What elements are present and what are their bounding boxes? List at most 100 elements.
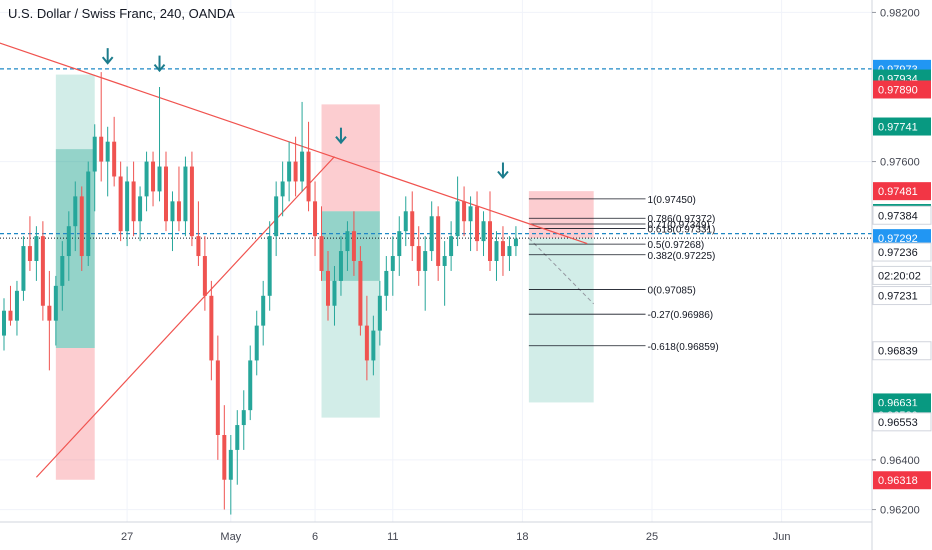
candle-body [228,449,233,480]
candle-body [351,231,356,261]
candle [21,236,26,301]
x-tick-label: 6 [312,531,318,543]
price-tag-label: 0.97741 [878,122,918,134]
candle [228,435,233,515]
candle [494,231,499,281]
fib-label: 0.71(0.97349) [648,220,710,231]
candle [500,226,505,276]
fib-label: 0.5(0.97268) [648,240,705,251]
candle [319,206,324,281]
candle-body [332,280,337,306]
candle-body [79,196,84,257]
candle-body [53,285,58,321]
candle [513,226,518,257]
candle-body [73,196,78,227]
candle [196,201,201,266]
fib-retracement: 1(0.97450) 0.786(0.97372)0.71(0.97349)0.6… [528,195,719,353]
candle [79,186,84,271]
candle-body [2,310,6,336]
candle-body [371,330,376,361]
candle [40,221,45,321]
candle [164,151,168,232]
price-tag-label: 0.97481 [878,186,918,198]
candle-body [513,238,518,247]
candle [60,241,65,311]
candle-body [151,161,156,192]
candle [313,181,318,257]
down-arrow-icon [101,48,114,65]
candle [300,101,305,192]
fib-label: -0.618(0.96859) [648,342,719,353]
price-tag-label: 0.97384 [878,210,918,222]
target-zone [528,238,594,403]
candle-body [468,206,473,222]
candle [14,280,19,336]
candle-body [99,136,104,162]
candle-body [105,141,110,162]
candle-body [138,196,143,222]
candle-body [287,161,292,182]
price-tag: 0.97236 [872,242,932,262]
fib-label: 0.618(0.97331) [648,224,716,235]
candle [176,166,181,232]
candle-body [21,246,26,291]
candle-body [235,425,240,450]
candle-body [267,236,272,296]
candle [377,280,382,346]
candle [390,236,395,296]
y-tick-label: 0.97600 [880,157,920,169]
candle [293,136,298,197]
candle [53,275,58,346]
candle [189,151,194,247]
candle-body [494,241,499,261]
y-tick-label: 0.98200 [880,7,920,19]
candle [364,295,369,381]
candle-body [254,325,259,361]
price-tag-label: 0.97236 [878,247,918,259]
candle-body [189,166,194,237]
candle-body [92,136,97,172]
candle [280,161,285,217]
x-tick-label: 25 [646,531,658,543]
candle-body [429,216,434,252]
candle-body [60,256,65,286]
candle-body [313,201,318,237]
candle [403,196,408,247]
candle [118,161,123,242]
candle-body [27,246,32,261]
candle [241,390,246,450]
position-box [321,104,380,418]
candle-body [118,176,123,232]
candle [73,181,78,252]
price-tag: 0.97384 [872,205,932,225]
candle [215,335,220,460]
candle [267,221,272,311]
candle [468,196,473,252]
candle-body [196,236,201,257]
candle [157,87,162,202]
candle-body [170,201,175,222]
fib-label: 1(0.97450) [648,195,696,206]
price-tag: 02:20:02 [872,265,932,285]
candle-body [280,181,285,197]
price-tag: 0.96318 [873,471,931,490]
candle [235,410,240,485]
candle-body [481,221,486,242]
candle-body [40,236,45,306]
candle [151,151,156,207]
fib-label: 0.786(0.97372) [648,214,716,225]
candle-body [274,196,279,237]
fib-label: -0.27(0.96986) [648,310,714,321]
price-tag-label: 0.97231 [878,291,918,303]
down-arrow-icon [335,127,347,145]
price-axis: 0.98200 0.97600 0.96400 0.96200 [872,7,920,517]
candle [144,151,149,212]
price-tag-label: 02:20:02 [878,270,921,282]
candle [202,236,207,311]
candle-body [326,270,330,306]
y-tick-label: 0.96400 [880,455,920,467]
candle [326,251,330,321]
price-tag: 0.96553 [872,412,932,432]
candle [397,216,402,276]
